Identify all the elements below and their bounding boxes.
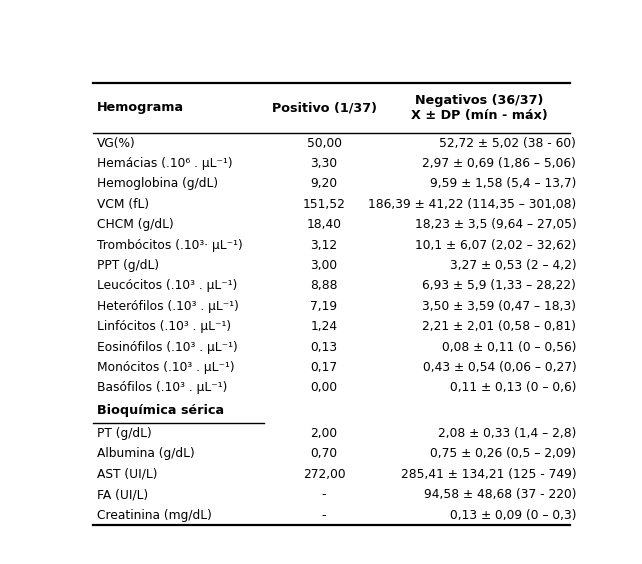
Text: Creatinina (mg/dL): Creatinina (mg/dL) xyxy=(97,509,212,522)
Text: VG(%): VG(%) xyxy=(97,136,135,149)
Text: Hemácias (.10⁶ . μL⁻¹): Hemácias (.10⁶ . μL⁻¹) xyxy=(97,157,232,170)
Text: Hemoglobina (g/dL): Hemoglobina (g/dL) xyxy=(97,177,218,190)
Text: 9,20: 9,20 xyxy=(311,177,338,190)
Text: 0,11 ± 0,13 (0 – 0,6): 0,11 ± 0,13 (0 – 0,6) xyxy=(450,381,577,394)
Text: 2,08 ± 0,33 (1,4 – 2,8): 2,08 ± 0,33 (1,4 – 2,8) xyxy=(438,427,577,440)
Text: FA (UI/L): FA (UI/L) xyxy=(97,488,148,501)
Text: 18,40: 18,40 xyxy=(306,218,342,231)
Text: -: - xyxy=(322,488,326,501)
Text: Basófilos (.10³ . μL⁻¹): Basófilos (.10³ . μL⁻¹) xyxy=(97,381,227,394)
Text: 10,1 ± 6,07 (2,02 – 32,62): 10,1 ± 6,07 (2,02 – 32,62) xyxy=(415,239,577,252)
Text: 3,12: 3,12 xyxy=(311,239,338,252)
Text: 8,88: 8,88 xyxy=(310,279,338,292)
Text: 94,58 ± 48,68 (37 - 220): 94,58 ± 48,68 (37 - 220) xyxy=(424,488,577,501)
Text: Leucócitos (.10³ . μL⁻¹): Leucócitos (.10³ . μL⁻¹) xyxy=(97,279,237,292)
Text: 2,21 ± 2,01 (0,58 – 0,81): 2,21 ± 2,01 (0,58 – 0,81) xyxy=(422,320,577,333)
Text: Monócitos (.10³ . μL⁻¹): Monócitos (.10³ . μL⁻¹) xyxy=(97,361,234,374)
Text: Negativos (36/37)
X ± DP (mín - máx): Negativos (36/37) X ± DP (mín - máx) xyxy=(411,94,548,122)
Text: 50,00: 50,00 xyxy=(306,136,342,149)
Text: 285,41 ± 134,21 (125 - 749): 285,41 ± 134,21 (125 - 749) xyxy=(401,468,577,481)
Text: Bioquímica sérica: Bioquímica sérica xyxy=(97,404,224,417)
Text: 1,24: 1,24 xyxy=(311,320,338,333)
Text: Heterófilos (.10³ . μL⁻¹): Heterófilos (.10³ . μL⁻¹) xyxy=(97,300,239,313)
Text: 0,70: 0,70 xyxy=(311,447,338,460)
Text: Eosinófilos (.10³ . μL⁻¹): Eosinófilos (.10³ . μL⁻¹) xyxy=(97,341,238,354)
Text: 2,00: 2,00 xyxy=(311,427,338,440)
Text: 0,08 ± 0,11 (0 – 0,56): 0,08 ± 0,11 (0 – 0,56) xyxy=(442,341,577,354)
Text: 186,39 ± 41,22 (114,35 – 301,08): 186,39 ± 41,22 (114,35 – 301,08) xyxy=(368,198,577,211)
Text: Trombócitos (.10³· μL⁻¹): Trombócitos (.10³· μL⁻¹) xyxy=(97,239,243,252)
Text: -: - xyxy=(322,509,326,522)
Text: 0,00: 0,00 xyxy=(311,381,338,394)
Text: CHCM (g/dL): CHCM (g/dL) xyxy=(97,218,173,231)
Text: 0,43 ± 0,54 (0,06 – 0,27): 0,43 ± 0,54 (0,06 – 0,27) xyxy=(422,361,577,374)
Text: 3,27 ± 0,53 (2 – 4,2): 3,27 ± 0,53 (2 – 4,2) xyxy=(449,259,577,272)
Text: 6,93 ± 5,9 (1,33 – 28,22): 6,93 ± 5,9 (1,33 – 28,22) xyxy=(422,279,577,292)
Text: 0,13 ± 0,09 (0 – 0,3): 0,13 ± 0,09 (0 – 0,3) xyxy=(450,509,577,522)
Text: 272,00: 272,00 xyxy=(303,468,345,481)
Text: 151,52: 151,52 xyxy=(302,198,345,211)
Text: 52,72 ± 5,02 (38 - 60): 52,72 ± 5,02 (38 - 60) xyxy=(439,136,577,149)
Text: PT (g/dL): PT (g/dL) xyxy=(97,427,152,440)
Text: VCM (fL): VCM (fL) xyxy=(97,198,149,211)
Text: 3,30: 3,30 xyxy=(311,157,338,170)
Text: 9,59 ± 1,58 (5,4 – 13,7): 9,59 ± 1,58 (5,4 – 13,7) xyxy=(430,177,577,190)
Text: 3,50 ± 3,59 (0,47 – 18,3): 3,50 ± 3,59 (0,47 – 18,3) xyxy=(422,300,577,313)
Text: Albumina (g/dL): Albumina (g/dL) xyxy=(97,447,195,460)
Text: Linfócitos (.10³ . μL⁻¹): Linfócitos (.10³ . μL⁻¹) xyxy=(97,320,230,333)
Text: 0,75 ± 0,26 (0,5 – 2,09): 0,75 ± 0,26 (0,5 – 2,09) xyxy=(430,447,577,460)
Text: 3,00: 3,00 xyxy=(311,259,338,272)
Text: 18,23 ± 3,5 (9,64 – 27,05): 18,23 ± 3,5 (9,64 – 27,05) xyxy=(415,218,577,231)
Text: 0,13: 0,13 xyxy=(311,341,338,354)
Text: 2,97 ± 0,69 (1,86 – 5,06): 2,97 ± 0,69 (1,86 – 5,06) xyxy=(422,157,577,170)
Text: 7,19: 7,19 xyxy=(311,300,338,313)
Text: PPT (g/dL): PPT (g/dL) xyxy=(97,259,159,272)
Text: Positivo (1/37): Positivo (1/37) xyxy=(272,102,377,114)
Text: 0,17: 0,17 xyxy=(311,361,338,374)
Text: AST (UI/L): AST (UI/L) xyxy=(97,468,157,481)
Text: Hemograma: Hemograma xyxy=(97,102,184,114)
